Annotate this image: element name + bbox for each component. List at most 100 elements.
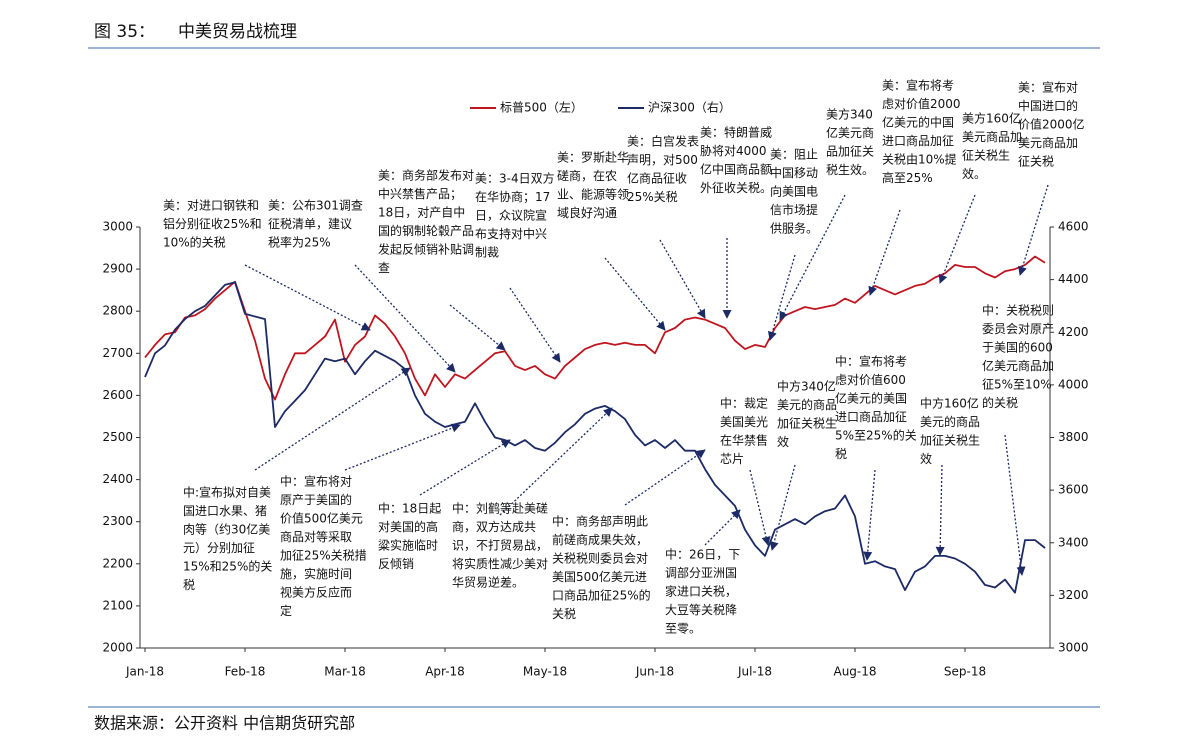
annotation-text: 至零。	[665, 622, 701, 636]
annotation-text: 税	[183, 578, 195, 592]
annotation-text: 委员会对原产	[982, 322, 1054, 336]
annotation-text: 25%关税	[627, 190, 678, 204]
annotation-text: 关税税则委员会对	[552, 552, 648, 566]
annotation-text: 加征关税生	[920, 434, 980, 448]
annotation-text: 中国移动	[770, 165, 818, 180]
annotation-arrow	[499, 407, 613, 516]
annotation-text: 征5%至10%	[982, 378, 1052, 392]
annotation-text: 声明，对500	[627, 153, 698, 167]
y2-tick-label: 3400	[1058, 535, 1089, 549]
annotation-text: 家进口关税，	[665, 584, 737, 599]
annotation-text: 关税由10%提	[882, 152, 957, 167]
annotation-text: 中国进口的	[1018, 98, 1078, 113]
y-tick-label: 2300	[102, 514, 133, 528]
annotation-text: 亿美元的美国	[835, 391, 907, 406]
annotation-text: 国进口水果、猪	[183, 504, 267, 518]
annotation-text: 发起反倾销补贴调	[378, 242, 474, 257]
annotation-text: 日，众议院宣	[475, 208, 547, 223]
y2-tick-label: 3000	[1058, 641, 1089, 655]
annotation-text: 5%至25%的关	[835, 428, 917, 443]
annotation-text: 调部分亚洲国	[665, 565, 737, 580]
annotation-arrow	[749, 469, 771, 546]
annotation-text: 进口商品加征	[882, 133, 954, 148]
annotation-arrow	[624, 449, 706, 506]
annotation-arrow	[244, 264, 371, 331]
annotation-arrow	[1004, 434, 1026, 576]
y2-tick-label: 4400	[1058, 272, 1089, 286]
y2-tick-label: 4200	[1058, 325, 1089, 339]
annotation-text: 中：宣布将对	[280, 474, 352, 489]
annotation-text: 中：关税税则	[982, 303, 1054, 318]
annotation-text: 胁将对4000	[700, 143, 767, 158]
source: 数据来源：公开资料 中信期货研究部	[94, 714, 355, 733]
annotation-text: 效。	[962, 166, 986, 181]
y-tick-label: 2200	[102, 556, 133, 570]
annotation-arrow	[659, 239, 706, 319]
annotation-text: 进口商品加征	[835, 409, 907, 424]
x-tick-label: Jun-18	[635, 665, 674, 679]
annotation-arrow	[604, 257, 666, 331]
annotation-arrow	[935, 464, 945, 556]
chart-title: 中美贸易战梳理	[178, 22, 297, 42]
annotation-text: 效	[777, 434, 789, 449]
annotation-text: 虑对价值2000	[882, 96, 961, 111]
annotation-text: 美：阻止	[770, 148, 818, 162]
annotation-text: 加征25%关税措	[280, 549, 367, 563]
annotation-text: 商品对等采取	[280, 529, 352, 544]
y-tick-label: 2100	[102, 598, 133, 612]
annotation-text: 磋商，在农	[557, 168, 617, 183]
legend-label: 标普500（左）	[500, 100, 583, 115]
annotation-text: 品加征关	[826, 145, 874, 159]
annotation-text: 商，双方达成共	[452, 519, 536, 534]
annotation-text: 将实质性减少美对	[452, 556, 548, 571]
annotation-arrow	[419, 439, 511, 496]
annotation-text: 亿美元商品加	[982, 358, 1054, 373]
annotation-text: 高至25%	[882, 170, 933, 185]
legend-label: 沪深300（右）	[648, 100, 731, 115]
annotation-text: 美：罗斯赴华	[557, 151, 629, 165]
series-line	[144, 255, 1046, 401]
annotation-text: 视美方反应而	[280, 585, 352, 600]
annotation-text: 国的钢制轮毂产品	[378, 223, 474, 238]
annotation-text: 美：3-4日双方	[475, 171, 555, 186]
annotation-arrow	[779, 194, 846, 321]
annotation-text: 口商品加征25%的	[552, 588, 651, 603]
annotation-text: 定	[280, 603, 292, 618]
annotation-text: 中：26日，下	[665, 547, 740, 562]
annotation-text: 10%的关税	[163, 235, 226, 250]
x-tick-label: Sep-18	[944, 665, 986, 679]
annotation-text: 元）分别加征	[183, 541, 255, 555]
annotation-text: 亿美元的中国	[882, 115, 954, 130]
annotation-text: 制裁	[475, 246, 499, 260]
annotation-text: 向美国电	[770, 184, 818, 199]
annotation-text: 原产于美国的	[280, 492, 352, 507]
annotation-text: 中兴禁售产品；	[378, 186, 462, 201]
x-tick-label: Feb-18	[225, 665, 266, 679]
annotation-text: 中：商务部声明此	[552, 514, 648, 529]
x-tick-label: Mar-18	[324, 665, 365, 679]
annotation-text: 美：宣布将考	[882, 78, 954, 93]
annotation-text: 中方160亿	[920, 396, 979, 411]
annotation-arrow	[938, 194, 976, 284]
y2-tick-label: 4000	[1058, 377, 1089, 391]
annotation-text: 中方340亿	[777, 379, 836, 394]
x-tick-label: May-18	[523, 665, 567, 679]
annotation-text: 虑对价值600	[835, 372, 906, 387]
x-tick-label: Aug-18	[833, 665, 876, 679]
annotation-text: 效	[920, 451, 932, 466]
annotation-text: 税	[835, 447, 847, 461]
annotation-text: 18日，对产自中	[378, 205, 465, 220]
annotation-text: 价值500亿美元	[280, 511, 363, 526]
annotation-text: 亿美元商	[826, 125, 874, 140]
x-tick-label: Jul-18	[737, 665, 772, 679]
annotation-text: 美元的商品	[777, 397, 837, 412]
annotation-text: 美方340	[826, 107, 873, 122]
y2-tick-label: 3600	[1058, 483, 1089, 497]
annotation-text: 对美国的高	[378, 519, 438, 534]
annotation-arrow	[767, 254, 796, 341]
annotation-text: 大豆等关税降	[665, 603, 737, 617]
annotation-text: 铝分别征收25%和	[163, 216, 262, 231]
y-tick-label: 3000	[102, 220, 133, 234]
annotation-text: 中：裁定	[720, 396, 768, 411]
